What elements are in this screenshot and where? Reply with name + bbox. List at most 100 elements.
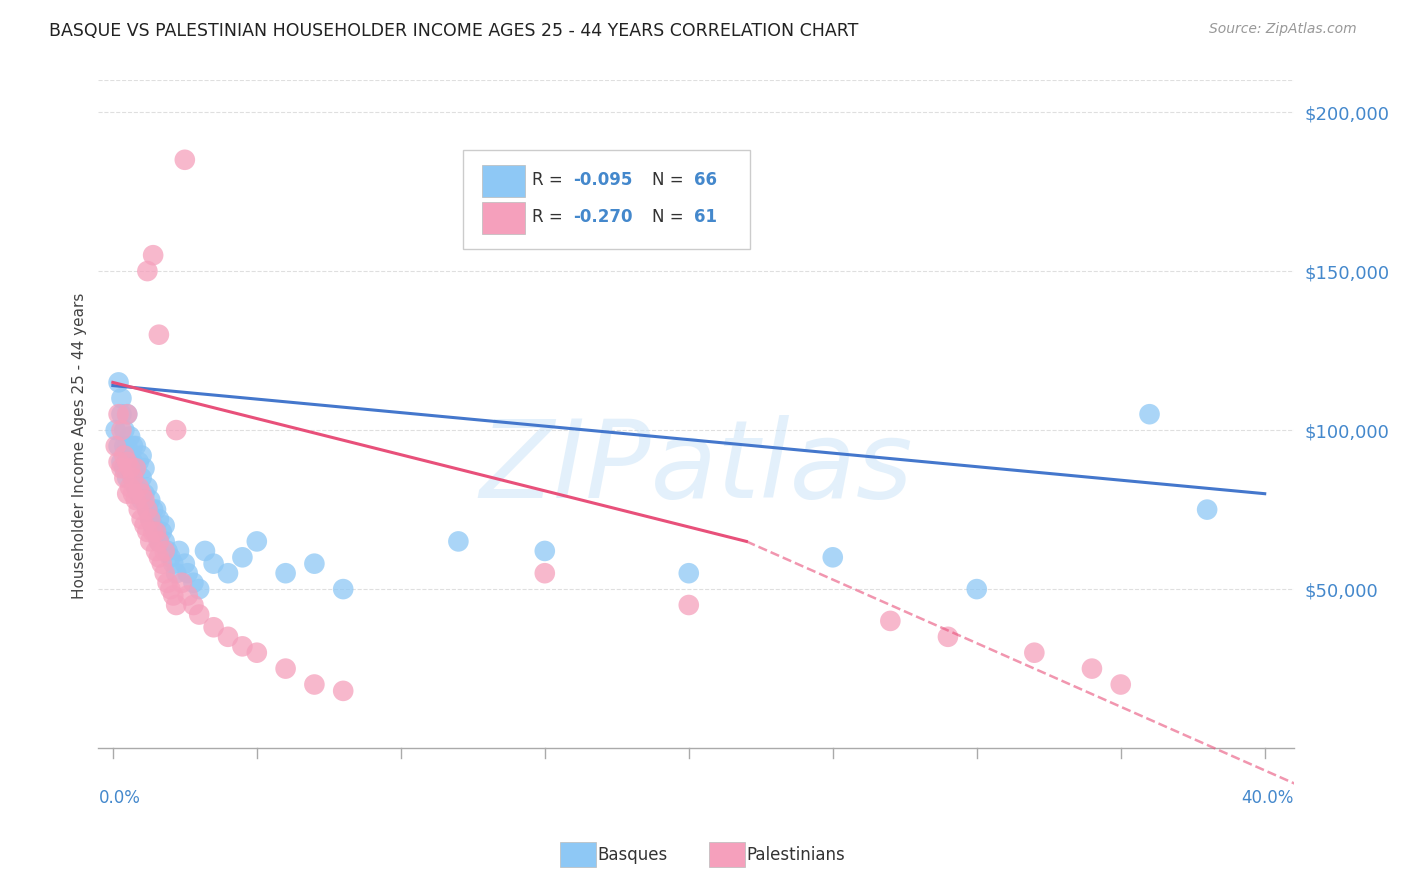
Point — [131, 486, 153, 500]
Point — [202, 620, 225, 634]
Point — [145, 502, 167, 516]
Point — [134, 493, 156, 508]
Point — [134, 486, 156, 500]
Text: N =: N = — [652, 171, 689, 189]
Text: BASQUE VS PALESTINIAN HOUSEHOLDER INCOME AGES 25 - 44 YEARS CORRELATION CHART: BASQUE VS PALESTINIAN HOUSEHOLDER INCOME… — [49, 22, 859, 40]
Point — [150, 524, 173, 539]
Point — [125, 461, 148, 475]
Point — [112, 439, 135, 453]
Point — [120, 461, 142, 475]
Point — [304, 677, 326, 691]
Point — [153, 566, 176, 581]
Point — [131, 512, 153, 526]
Point — [156, 544, 179, 558]
Point — [110, 407, 132, 421]
Point — [156, 575, 179, 590]
Point — [159, 550, 181, 565]
Point — [128, 480, 150, 494]
Point — [139, 534, 162, 549]
FancyBboxPatch shape — [482, 165, 524, 197]
Point — [110, 392, 132, 406]
Point — [122, 439, 145, 453]
Point — [148, 550, 170, 565]
Point — [115, 486, 138, 500]
Point — [115, 455, 138, 469]
Point — [120, 480, 142, 494]
Point — [274, 566, 297, 581]
Point — [145, 544, 167, 558]
Text: R =: R = — [533, 208, 568, 226]
Point — [139, 512, 162, 526]
Point — [112, 449, 135, 463]
Point — [165, 423, 187, 437]
Point — [879, 614, 901, 628]
Point — [202, 557, 225, 571]
Point — [122, 455, 145, 469]
Point — [176, 589, 198, 603]
Point — [107, 407, 129, 421]
Point — [153, 518, 176, 533]
Point — [150, 557, 173, 571]
Point — [304, 557, 326, 571]
Point — [115, 407, 138, 421]
Point — [153, 544, 176, 558]
Text: Source: ZipAtlas.com: Source: ZipAtlas.com — [1209, 22, 1357, 37]
Point — [122, 471, 145, 485]
Point — [165, 566, 187, 581]
Point — [145, 524, 167, 539]
Point — [139, 512, 162, 526]
Point — [231, 550, 253, 565]
Point — [142, 524, 165, 539]
Point — [125, 461, 148, 475]
Point — [125, 439, 148, 453]
Point — [136, 524, 159, 539]
Point — [188, 582, 211, 596]
Point — [678, 598, 700, 612]
Y-axis label: Householder Income Ages 25 - 44 years: Householder Income Ages 25 - 44 years — [72, 293, 87, 599]
Text: 61: 61 — [693, 208, 717, 226]
Point — [128, 455, 150, 469]
Point — [134, 461, 156, 475]
Point — [136, 502, 159, 516]
Point — [131, 449, 153, 463]
Point — [148, 534, 170, 549]
Point — [110, 455, 132, 469]
Point — [122, 471, 145, 485]
Point — [122, 486, 145, 500]
Point — [115, 407, 138, 421]
Point — [246, 646, 269, 660]
Point — [159, 582, 181, 596]
Point — [125, 493, 148, 508]
Point — [145, 524, 167, 539]
Point — [112, 471, 135, 485]
Point — [104, 423, 127, 437]
Text: R =: R = — [533, 171, 568, 189]
Point — [1197, 502, 1219, 516]
Text: Basques: Basques — [598, 846, 668, 863]
Point — [231, 640, 253, 654]
Point — [112, 423, 135, 437]
Point — [131, 493, 153, 508]
Point — [139, 493, 162, 508]
Point — [1024, 646, 1046, 660]
Text: 66: 66 — [693, 171, 717, 189]
Point — [112, 461, 135, 475]
Point — [176, 566, 198, 581]
Point — [162, 557, 184, 571]
Point — [125, 480, 148, 494]
Point — [1109, 677, 1132, 691]
Point — [678, 566, 700, 581]
Point — [120, 461, 142, 475]
Point — [274, 662, 297, 676]
Point — [167, 544, 190, 558]
Point — [936, 630, 959, 644]
Point — [107, 455, 129, 469]
FancyBboxPatch shape — [482, 202, 524, 234]
Point — [136, 480, 159, 494]
Text: 0.0%: 0.0% — [98, 789, 141, 807]
Point — [246, 534, 269, 549]
Point — [128, 502, 150, 516]
Point — [107, 439, 129, 453]
Point — [148, 327, 170, 342]
Point — [1081, 662, 1104, 676]
